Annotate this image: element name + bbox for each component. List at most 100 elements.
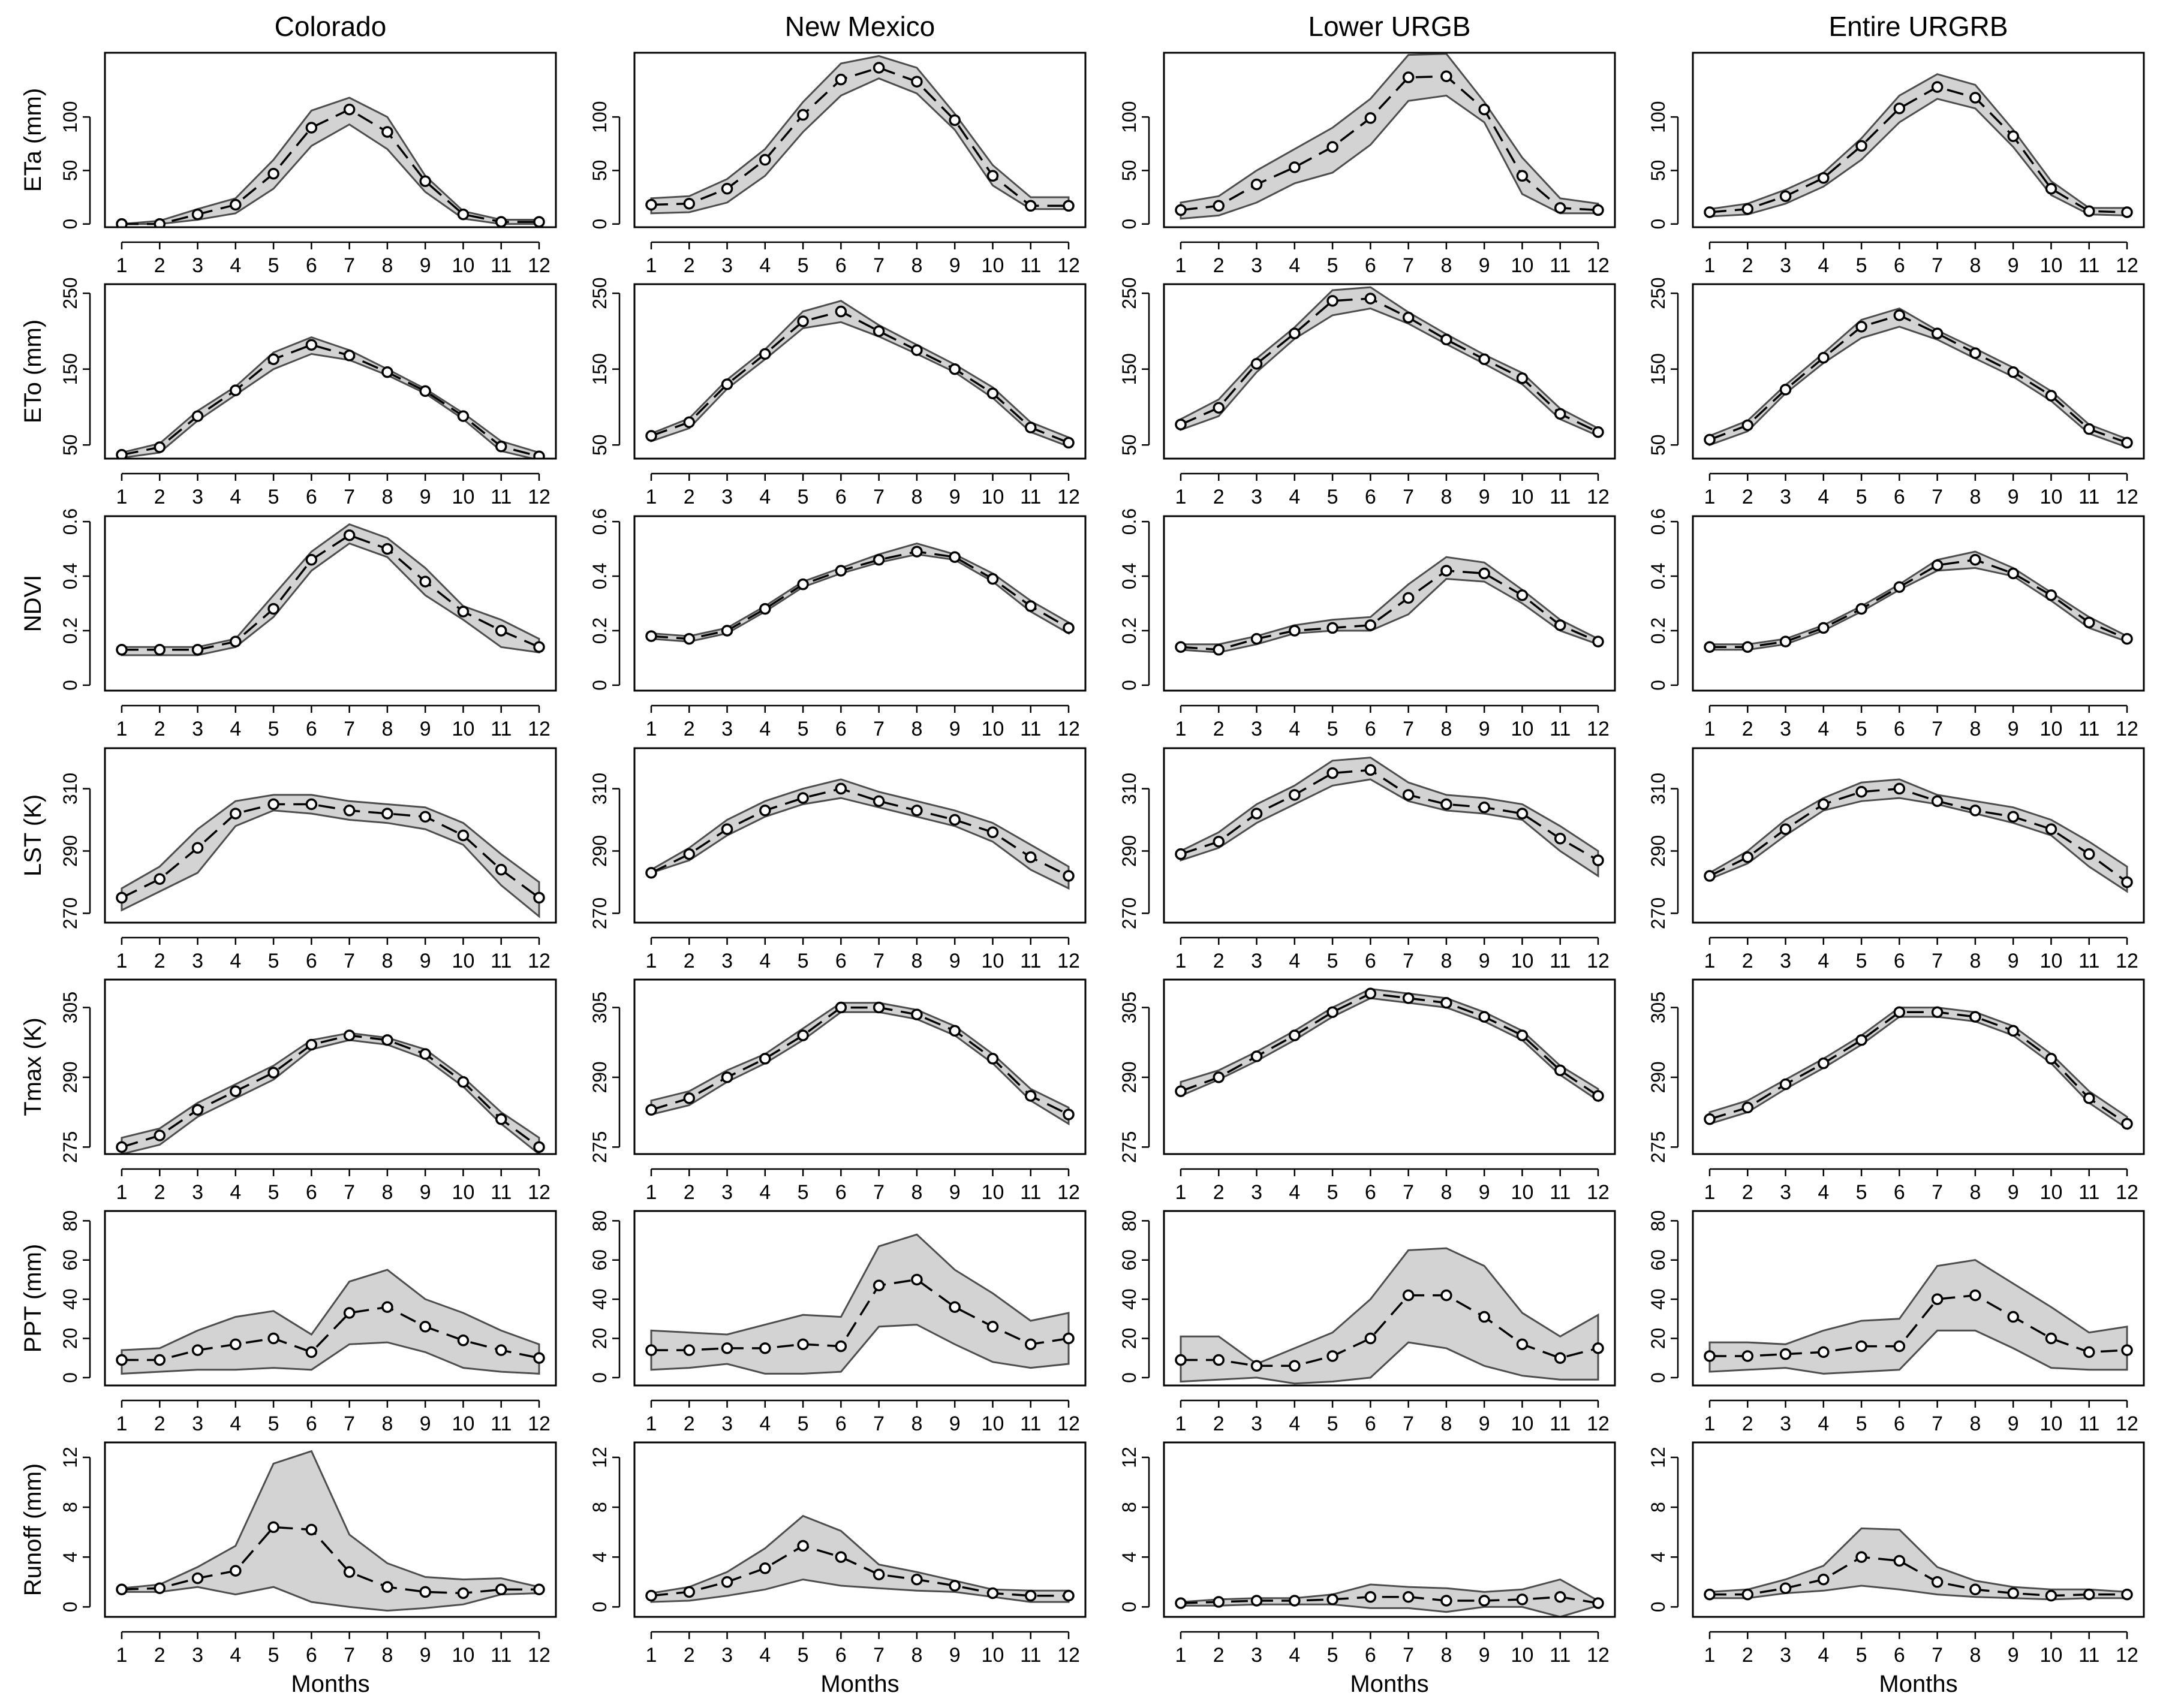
mean-point — [1175, 848, 1187, 860]
x-tick-label: 5 — [268, 486, 279, 508]
x-tick-label: 5 — [1856, 950, 1867, 972]
mean-point — [1969, 805, 1981, 817]
x-tick-label: 8 — [1969, 486, 1981, 508]
mean-line — [651, 787, 1069, 877]
mean-line — [1710, 1556, 2127, 1597]
mean-point — [683, 1092, 696, 1104]
mean-point — [419, 576, 431, 588]
mean-point — [1741, 851, 1754, 863]
mean-point — [230, 1565, 242, 1577]
y-tick-label: 100 — [1118, 101, 1140, 132]
x-tick-label: 2 — [154, 1412, 166, 1435]
x-tick-label: 3 — [192, 1644, 203, 1667]
x-tick-label: 11 — [491, 1181, 512, 1204]
mean-point — [2045, 182, 2057, 195]
x-tick-label: 10 — [2040, 1181, 2063, 1204]
x-tick-label: 4 — [1289, 950, 1300, 972]
x-tick-label: 2 — [684, 1181, 695, 1204]
x-tick-label: 5 — [268, 718, 279, 740]
x-tick-label: 1 — [1175, 950, 1187, 972]
y-tick-label: 150 — [589, 353, 610, 385]
mean-point — [949, 1580, 961, 1592]
x-tick-label: 5 — [798, 1644, 809, 1667]
x-tick-label: 6 — [306, 486, 317, 508]
y-tick-label: 0.6 — [589, 508, 610, 535]
mean-point — [986, 387, 999, 399]
y-tick-label: 80 — [59, 1210, 81, 1232]
x-tick-label: 7 — [1932, 1181, 1943, 1204]
x-tick-label: 9 — [420, 254, 431, 277]
mean-point — [1554, 1590, 1566, 1603]
y-tick-label: 310 — [59, 773, 81, 805]
mean-point — [116, 1583, 128, 1596]
column-title: New Mexico — [785, 11, 935, 42]
mean-point — [1893, 581, 1906, 593]
x-tick-label: 6 — [306, 1181, 317, 1204]
x-tick-label: 8 — [911, 1412, 922, 1435]
x-tick-label: 2 — [1742, 1644, 1753, 1667]
mean-point — [267, 167, 279, 180]
panel-frame — [633, 1210, 1087, 1387]
panel-plot-area — [1704, 307, 2133, 449]
mean-point — [797, 792, 809, 804]
x-tick-label: 5 — [798, 486, 809, 508]
column-title: Entire URGRB — [1828, 11, 2008, 42]
x-tick-label: 1 — [1175, 1412, 1187, 1435]
mean-point — [2083, 1092, 2095, 1104]
y-tick-label: 8 — [1647, 1502, 1669, 1513]
y-tick-label: 290 — [1647, 835, 1669, 867]
range-envelope — [121, 1450, 540, 1612]
x-tick-label: 11 — [2078, 950, 2099, 972]
x-tick-label: 9 — [1479, 1644, 1490, 1667]
mean-line — [1181, 1294, 1599, 1367]
panel-frame — [1692, 1441, 2145, 1618]
mean-point — [419, 1321, 431, 1333]
x-tick-label: 1 — [1704, 718, 1716, 740]
x-tick-label: 10 — [452, 950, 475, 972]
mean-point — [1893, 782, 1906, 795]
mean-point — [986, 1053, 999, 1065]
x-tick-label: 7 — [1403, 1644, 1414, 1667]
mean-point — [1855, 1551, 1867, 1563]
y-tick-label: 100 — [589, 101, 610, 132]
mean-point — [1289, 161, 1301, 173]
y-tick-label: 8 — [589, 1502, 610, 1513]
y-tick-label: 310 — [589, 773, 610, 805]
mean-point — [533, 450, 545, 459]
x-tick-label: 3 — [721, 486, 733, 508]
x-tick-label: 12 — [1587, 718, 1610, 740]
x-tick-label: 2 — [684, 1412, 695, 1435]
x-tick-label: 1 — [1175, 1181, 1187, 1204]
mean-point — [419, 385, 431, 397]
x-tick-label: 7 — [873, 950, 885, 972]
y-tick-label: 20 — [1118, 1328, 1140, 1349]
x-tick-label: 10 — [1511, 1412, 1534, 1435]
x-tick-label: 1 — [116, 1644, 128, 1667]
mean-point — [1779, 190, 1792, 202]
mean-point — [1741, 1101, 1754, 1114]
mean-line — [1180, 570, 1599, 651]
mean-point — [495, 441, 507, 453]
x-tick-label: 5 — [268, 950, 279, 972]
mean-point — [1063, 1332, 1075, 1345]
mean-point — [154, 644, 166, 656]
y-tick-label: 50 — [1647, 434, 1669, 456]
mean-point — [949, 363, 961, 375]
panel-plot-area — [116, 1269, 545, 1375]
x-tick-label: 12 — [1057, 1412, 1080, 1435]
y-tick-label: 20 — [1647, 1328, 1669, 1349]
mean-point — [419, 1586, 431, 1598]
mean-point — [2121, 1344, 2133, 1356]
y-tick-label: 40 — [1118, 1288, 1140, 1310]
mean-point — [1818, 1057, 1830, 1070]
panel-plot-area — [116, 1450, 545, 1612]
x-tick-label: 1 — [116, 1412, 128, 1435]
y-tick-label: 270 — [1647, 897, 1669, 929]
mean-point — [1440, 1289, 1452, 1302]
y-tick-label: 305 — [59, 992, 81, 1023]
mean-point — [381, 126, 393, 138]
